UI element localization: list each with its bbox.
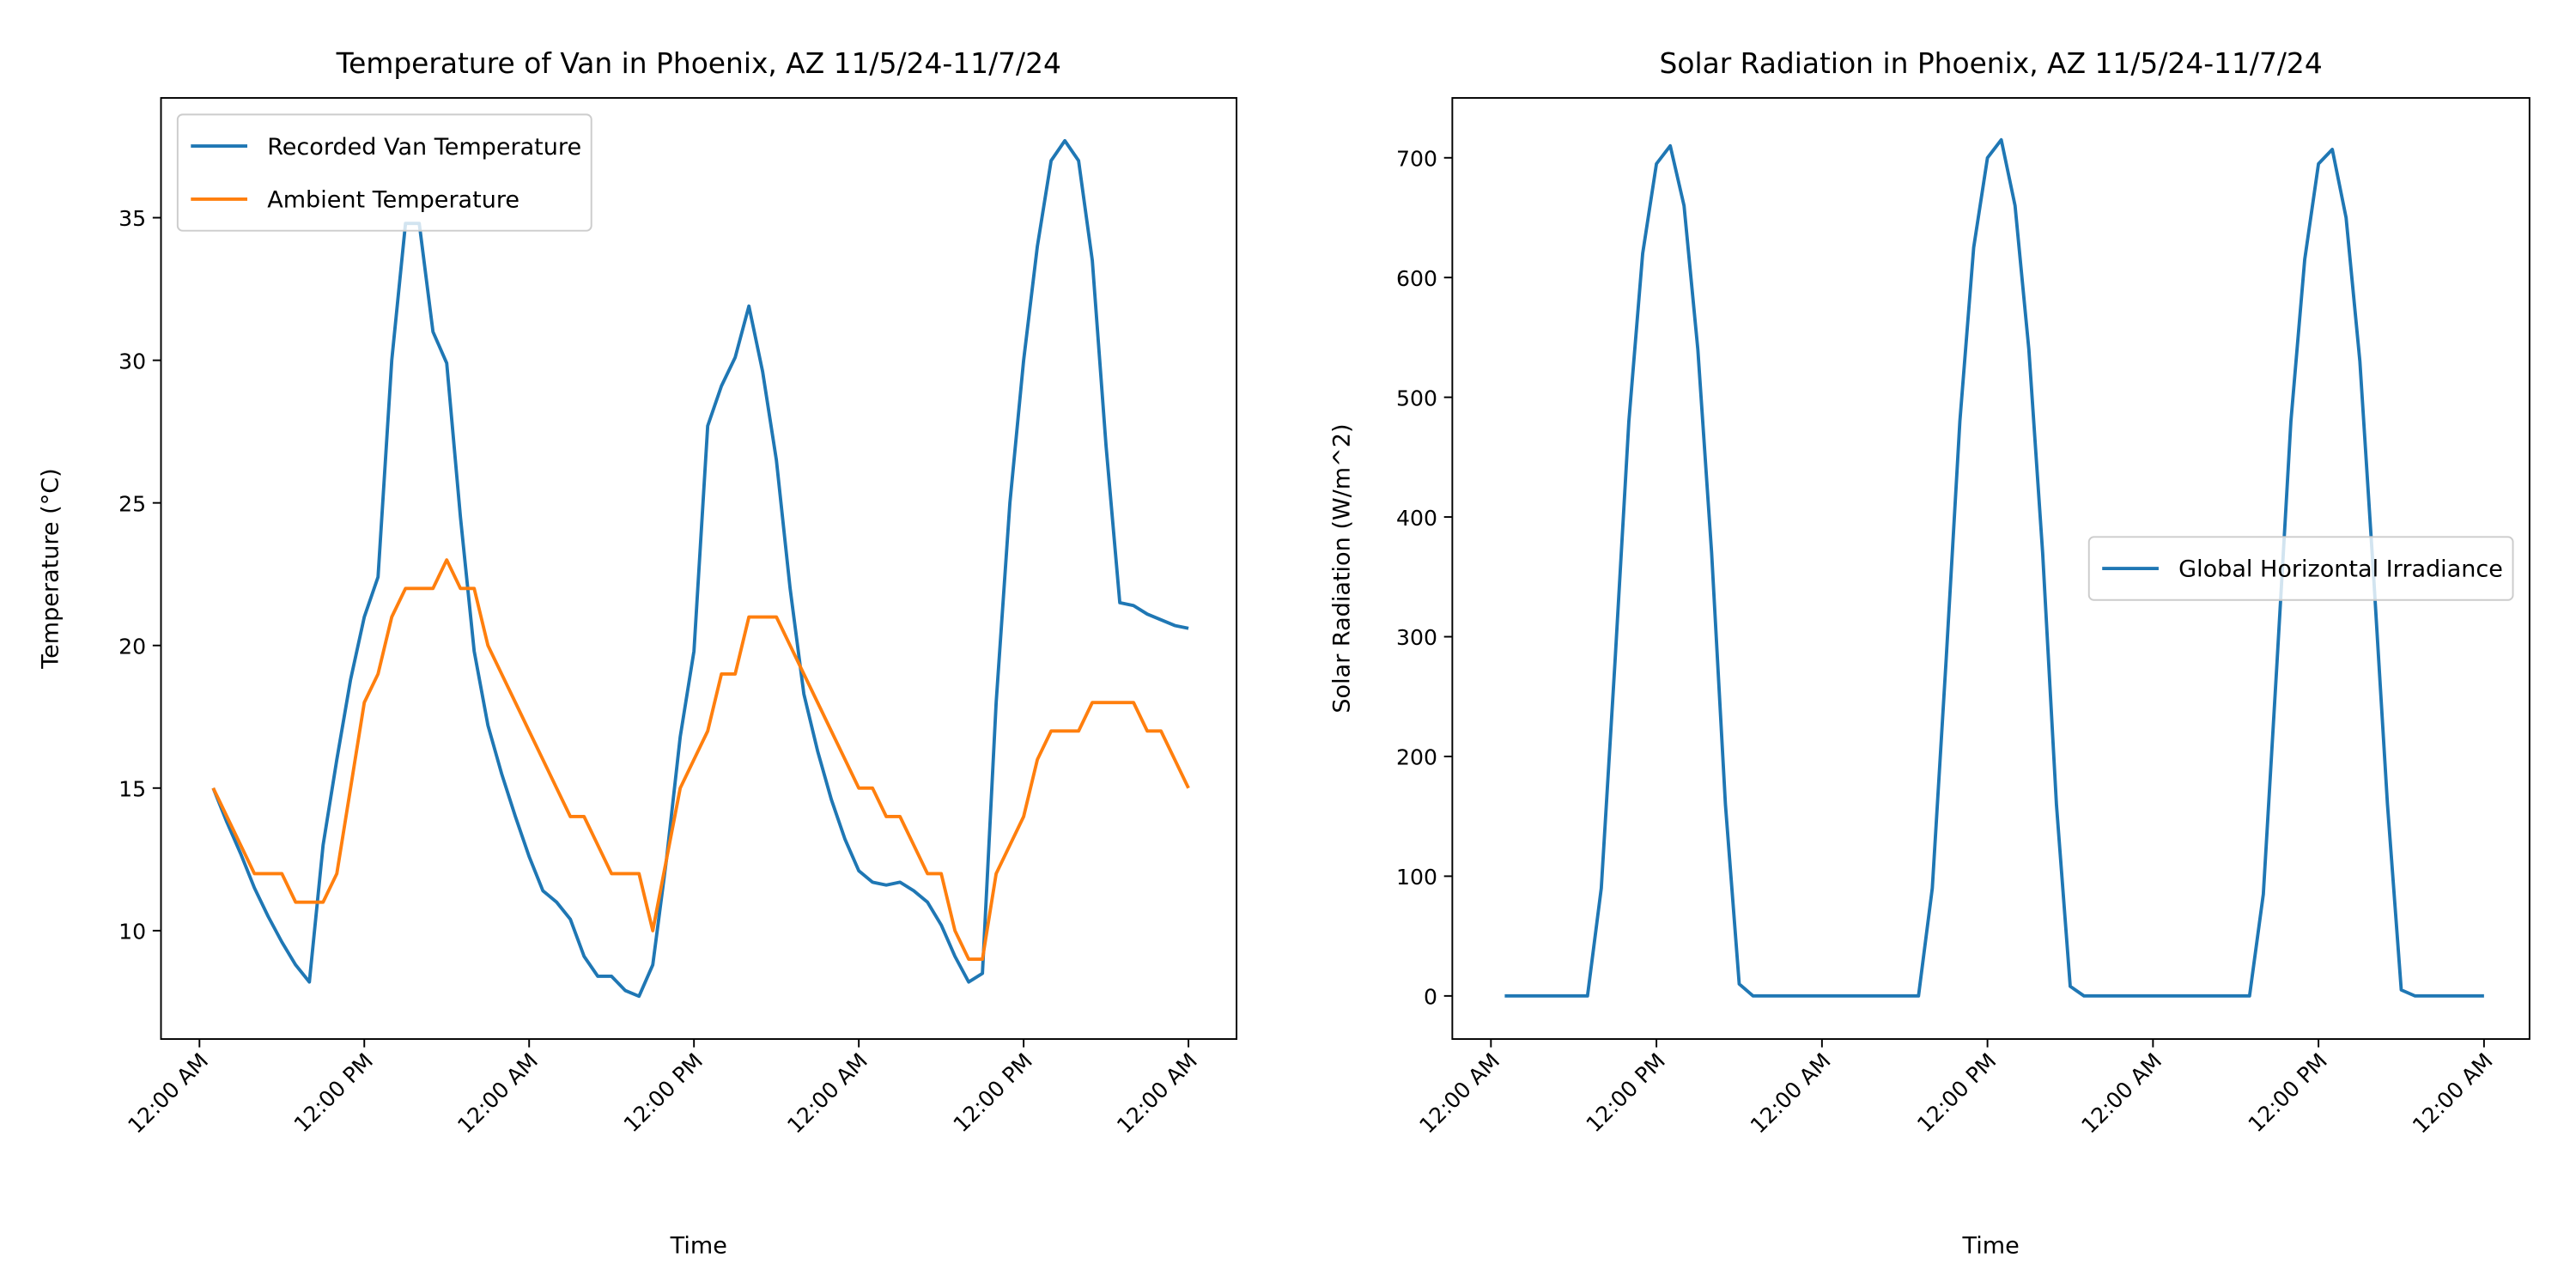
x-tick-label: 12:00 PM — [1582, 1048, 1670, 1137]
x-tick-label: 12:00 AM — [1112, 1048, 1202, 1139]
y-tick-label: 20 — [118, 634, 146, 659]
legend-box — [176, 113, 592, 232]
axes-frame — [160, 97, 1238, 1041]
x-tick-label: 12:00 AM — [782, 1048, 872, 1139]
y-tick-label: 15 — [118, 776, 146, 801]
y-tick-label: 10 — [118, 920, 146, 945]
y-tick-label: 30 — [118, 349, 146, 374]
legend-box — [2087, 536, 2514, 601]
axes-frame — [1451, 97, 2530, 1041]
y-axis-label: Temperature (°C) — [38, 468, 64, 669]
chart-title: Solar Radiation in Phoenix, AZ 11/5/24-1… — [1660, 46, 2323, 80]
x-tick-label: 12:00 AM — [453, 1048, 543, 1139]
x-axis-label: Time — [1962, 1232, 2020, 1259]
y-tick-label: 300 — [1396, 625, 1437, 650]
x-tick-label: 12:00 PM — [1912, 1048, 2001, 1137]
x-axis-label: Time — [670, 1232, 727, 1259]
legend-label: Ambient Temperature — [267, 187, 519, 214]
legend-label: Recorded Van Temperature — [267, 134, 581, 161]
x-tick-label: 12:00 PM — [2244, 1048, 2332, 1137]
x-tick-label: 12:00 AM — [1746, 1048, 1836, 1139]
x-tick-label: 12:00 AM — [123, 1048, 213, 1139]
y-tick-label: 500 — [1396, 386, 1437, 410]
x-tick-label: 12:00 AM — [2076, 1048, 2166, 1139]
x-tick-label: 12:00 PM — [289, 1048, 378, 1137]
y-tick-label: 200 — [1396, 745, 1437, 770]
legend-label: Global Horizontal Irradiance — [2178, 556, 2503, 583]
y-axis-label: Solar Radiation (W/m^2) — [1329, 423, 1356, 713]
y-tick-label: 400 — [1396, 506, 1437, 531]
chart-title: Temperature of Van in Phoenix, AZ 11/5/2… — [336, 46, 1061, 80]
legend: Recorded Van Temperature Ambient Temperat… — [176, 113, 592, 232]
y-tick-label: 25 — [118, 491, 146, 516]
data-line — [211, 138, 1189, 999]
y-tick-label: 100 — [1396, 865, 1437, 890]
legend: Global Horizontal Irradiance — [2087, 536, 2514, 601]
x-tick-label: 12:00 PM — [949, 1048, 1037, 1137]
y-tick-label: 700 — [1396, 146, 1437, 171]
y-tick-label: 600 — [1396, 266, 1437, 291]
data-line — [211, 558, 1190, 961]
y-tick-label: 35 — [118, 206, 146, 231]
x-tick-label: 12:00 PM — [619, 1048, 708, 1137]
x-tick-label: 12:00 AM — [2408, 1048, 2498, 1139]
y-tick-label: 0 — [1424, 985, 1437, 1010]
x-tick-label: 12:00 AM — [1414, 1048, 1504, 1139]
data-line — [1504, 137, 2484, 998]
